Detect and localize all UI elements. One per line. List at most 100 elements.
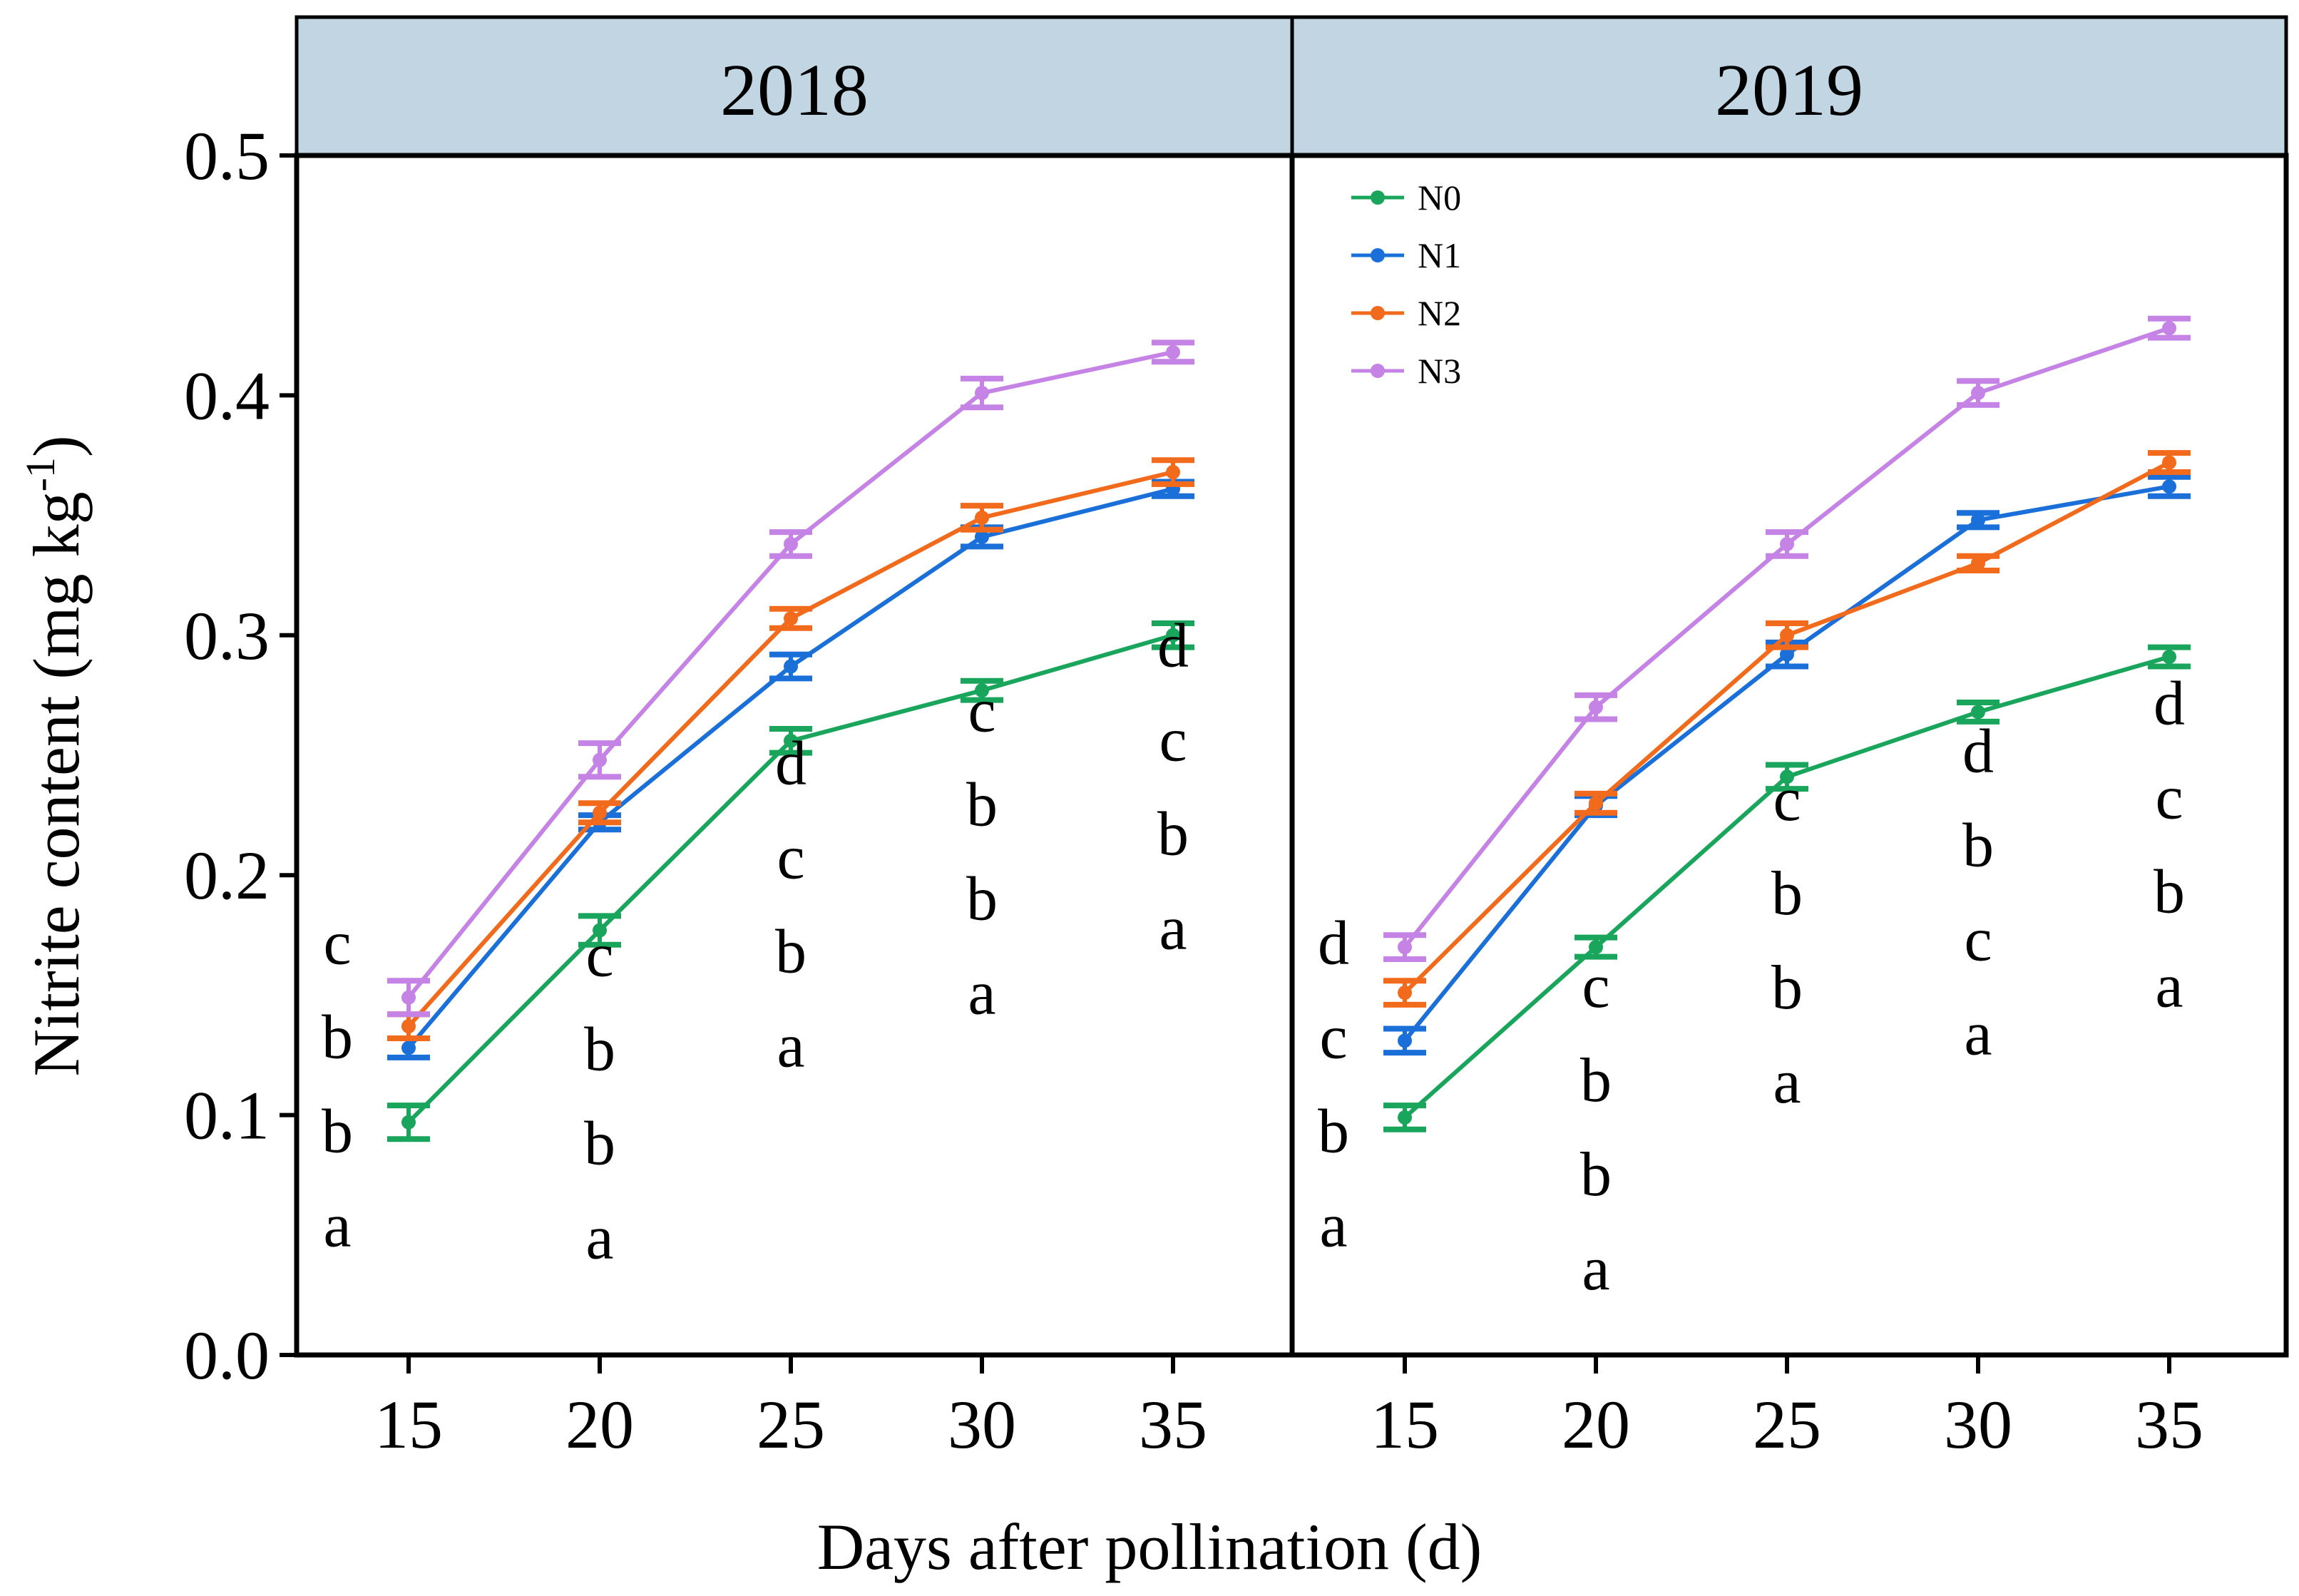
data-point (1589, 796, 1603, 811)
series-n3-2018 (387, 339, 1194, 1018)
significance-letter: b (1318, 1098, 1349, 1167)
legend-swatch-point (1371, 248, 1385, 262)
data-point (975, 386, 989, 401)
data-point (784, 659, 798, 674)
data-point (1971, 513, 1985, 528)
y-axis: 0.0 0.1 0.2 0.3 0.4 0.5 (184, 118, 297, 1393)
data-point (1398, 940, 1412, 955)
series-layer (387, 315, 2191, 1142)
legend-label: N0 (1418, 178, 1461, 218)
panel-title-2019: 2019 (1715, 49, 1863, 131)
legend-label: N2 (1418, 293, 1461, 333)
data-point (2162, 479, 2176, 494)
significance-letter: a (1773, 1048, 1801, 1117)
significance-letter: d (1962, 717, 1994, 787)
significance-letter: c (777, 823, 804, 892)
legend-label: N3 (1418, 351, 1461, 391)
series-n2-2019 (1383, 450, 2191, 1008)
y-tick-label: 0.1 (184, 1078, 270, 1154)
data-point (1166, 465, 1180, 480)
legend-item-n0: N0 (1351, 178, 1461, 218)
legend-swatch-point (1371, 190, 1385, 205)
data-point (2162, 455, 2176, 470)
significance-letter: b (966, 770, 998, 839)
significance-letter: b (2154, 857, 2185, 926)
x-axis-title: Days after pollination (d) (817, 1510, 1483, 1583)
significance-letter: c (1773, 765, 1801, 834)
significance-letter: b (966, 864, 998, 933)
y-tick-label: 0.3 (184, 598, 270, 674)
significance-letter: b (1771, 953, 1803, 1023)
data-point (1780, 536, 1794, 551)
x-tick-label: 35 (2135, 1386, 2203, 1463)
significance-letter: b (1580, 1046, 1612, 1115)
y-tick-label: 0.0 (184, 1317, 270, 1393)
significance-letter: c (1159, 706, 1187, 775)
data-point (784, 733, 798, 748)
data-point (593, 805, 607, 820)
significance-letter: b (775, 917, 807, 986)
legend-label: N1 (1418, 235, 1461, 275)
data-point (1398, 1110, 1412, 1125)
legend-swatch-point (1371, 306, 1385, 320)
data-point (593, 752, 607, 767)
significance-letter: a (2155, 951, 2183, 1020)
data-point (1589, 700, 1603, 715)
data-point (1971, 386, 1985, 401)
data-point (1589, 940, 1603, 955)
y-axis-title: Nitrite content (mg kg-1) (17, 435, 93, 1076)
significance-letter: b (322, 1003, 353, 1073)
data-point (1971, 556, 1985, 571)
significance-letter: d (1157, 612, 1189, 681)
data-point (975, 529, 989, 544)
x-tick-label: 15 (1371, 1386, 1439, 1463)
data-point (1166, 344, 1180, 359)
legend-item-n1: N1 (1351, 235, 1461, 275)
x-tick-label: 25 (757, 1386, 825, 1463)
x-tick-label: 30 (1944, 1386, 2012, 1463)
significance-letter: b (1962, 812, 1994, 881)
significance-letter: a (1319, 1192, 1347, 1261)
panel-title-2018: 2018 (720, 49, 869, 131)
significance-letter: d (775, 729, 807, 798)
significance-letter: b (1580, 1140, 1612, 1209)
legend-item-n2: N2 (1351, 293, 1461, 333)
data-point (401, 1040, 416, 1055)
significance-letter: a (323, 1192, 351, 1261)
significance-letter: a (1582, 1234, 1609, 1304)
significance-letter: a (968, 958, 995, 1028)
data-point (1780, 647, 1794, 662)
legend-swatch-point (1371, 364, 1385, 378)
data-point (2162, 650, 2176, 665)
y-tick-label: 0.4 (184, 357, 270, 434)
significance-letter: a (1159, 894, 1187, 963)
significance-letter: c (968, 676, 995, 745)
x-tick-label: 25 (1753, 1386, 1821, 1463)
significance-letter: c (323, 909, 351, 978)
plot-area-2019 (1289, 153, 2289, 1358)
series-n0-2019 (1383, 644, 2191, 1132)
significance-letter: b (584, 1109, 615, 1178)
data-point (401, 1019, 416, 1034)
data-point (401, 990, 416, 1005)
y-axis-title-close: ) (20, 435, 93, 457)
significance-letter: c (1582, 952, 1609, 1021)
x-tick-label: 20 (565, 1386, 634, 1463)
data-point (975, 510, 989, 525)
x-tick-label: 35 (1139, 1386, 1207, 1463)
significance-letter: b (584, 1015, 615, 1084)
significance-letter: c (2155, 763, 2183, 832)
data-point (784, 536, 798, 551)
data-point (784, 611, 798, 626)
significance-letter: d (2154, 669, 2185, 738)
significance-letter: b (322, 1098, 353, 1167)
significance-letter: d (1318, 909, 1349, 978)
legend-item-n3: N3 (1351, 351, 1461, 391)
data-point (975, 683, 989, 698)
series-n0-2018 (387, 620, 1194, 1142)
data-point (593, 923, 607, 938)
legend: N0 N1 N2 N3 (1351, 178, 1461, 391)
data-point (1780, 628, 1794, 643)
